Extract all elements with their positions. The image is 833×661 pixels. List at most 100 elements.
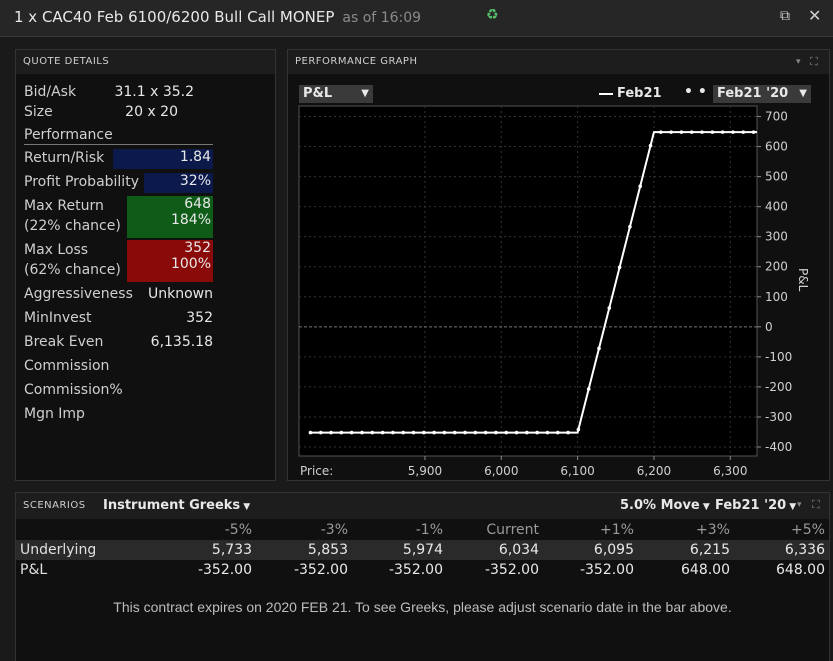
as-of-time: as of 16:09 [342,10,422,26]
series-point [318,430,323,435]
expand-icon[interactable]: ⛶ [810,55,819,68]
y-tick-label: -400 [765,440,792,454]
x-tick-label: 6,000 [484,464,518,478]
window-title: 1 x CAC40 Feb 6100/6200 Bull Call MONEP a… [14,8,421,26]
performance-label: Performance [24,127,213,145]
series-point [628,224,632,229]
max-loss-box: 352 100% [127,240,213,282]
series-point [432,430,436,435]
x-tick-label: 5,900 [408,464,442,478]
table-cell: 6,034 [498,542,539,558]
title-bar: 1 x CAC40 Feb 6100/6200 Bull Call MONEP a… [0,0,833,37]
y-tick-label: 600 [765,140,788,154]
max-return-chance: (22% chance) [24,218,121,234]
series-point [380,430,385,435]
series-point [617,265,622,270]
chevron-down-icon: ▼ [799,88,807,99]
metric-dropdown-label: P&L [303,86,333,101]
aggressiveness-value: Unknown [148,286,213,302]
series-point [308,430,313,435]
table-cell: -352.00 [388,562,443,578]
table-cell: 648.00 [681,562,730,578]
profit-probability-label: Profit Probability [24,174,139,190]
series-point [339,430,344,435]
max-return-box: 648 184% [127,196,213,238]
mininvest-label: MinInvest [24,310,92,326]
size-value: 20 x 20 [125,104,178,120]
scenarios-panel: SCENARIOS Instrument Greeks ▼ 5.0% Move … [15,492,830,661]
scenarios-title: SCENARIOS [23,500,86,511]
series-point [504,430,509,435]
series-point [679,130,684,134]
series-point [411,430,416,435]
scenario-column-header: +1% [600,522,634,538]
bid-ask-label: Bid/Ask [24,84,77,100]
move-dropdown-label: 5.0% Move [620,498,700,513]
x-tick-label: 6,300 [713,464,747,478]
y-tick-label: 700 [765,110,788,124]
table-cell: -352.00 [579,562,634,578]
series-point [586,387,591,391]
scenario-column-header: Current [486,522,539,538]
series-point [689,130,694,134]
series-point [535,430,539,435]
size-label: Size [24,104,53,120]
commission-label: Commission [24,358,110,374]
scenario-date-dropdown[interactable]: Feb21 '20 ▼ [715,498,796,513]
series-point [483,430,488,435]
return-risk-label: Return/Risk [24,150,105,166]
panel-menu-caret-icon[interactable]: ▾ [797,500,802,510]
quote-details-header: QUOTE DETAILS [16,50,275,74]
series-point [422,430,426,435]
series-point [751,130,756,134]
mininvest-value: 352 [186,310,213,326]
series-point [370,430,375,435]
popout-icon[interactable]: ⧉ [780,8,790,24]
metric-dropdown[interactable]: P&L ▼ [299,85,373,103]
y-tick-label: 0 [765,320,773,334]
table-cell: 6,336 [784,542,825,558]
legend-dots-icon: • • [684,84,707,100]
chevron-down-icon: ▼ [786,502,797,512]
series-point [720,130,725,134]
performance-graph-header: PERFORMANCE GRAPH ▾ ⛶ [288,50,829,74]
y-tick-label: 300 [765,230,788,244]
table-row-label: Underlying [20,542,97,558]
y-tick-label: 400 [765,200,788,214]
scenario-column-header: +3% [696,522,730,538]
series-point [731,130,735,134]
legend-line-entry: Feb21 [599,86,662,101]
chevron-down-icon: ▼ [361,88,369,99]
pnl-chart: 700 600 500 400 300 200 100 0 -100 -200 -300 -400 5,… [298,105,810,478]
table-cell: -352.00 [197,562,252,578]
series-point [607,306,612,310]
scenario-column-header: -3% [320,522,348,538]
series-point [391,430,395,435]
x-tick-label: 6,100 [560,464,594,478]
series-point [648,143,653,148]
y-tick-label: -200 [765,380,792,394]
move-dropdown[interactable]: 5.0% Move ▼ [620,498,710,513]
window-title-text: 1 x CAC40 Feb 6100/6200 Bull Call MONEP [14,8,335,26]
table-cell: 5,733 [211,542,252,558]
panel-menu-caret-icon[interactable]: ▾ [796,57,802,67]
y-axis-label: P&L [796,268,810,292]
series-point [710,130,715,134]
refresh-icon[interactable]: ♻ [486,7,499,23]
scenario-column-header: -5% [224,522,252,538]
close-icon[interactable]: ✕ [808,6,822,25]
expiry-note: This contract expires on 2020 FEB 21. To… [113,599,732,615]
break-even-value: 6,135.18 [150,334,213,350]
expand-icon[interactable]: ⛶ [812,498,820,511]
instrument-greeks-dropdown[interactable]: Instrument Greeks ▼ [103,498,250,513]
graph-date-dropdown[interactable]: Feb21 '20 ▼ [713,85,811,103]
table-cell: 6,095 [593,542,634,558]
table-cell: 648.00 [776,562,825,578]
x-axis-label: Price: [300,464,333,478]
series-point [442,430,447,435]
max-loss-label: Max Loss [24,242,89,258]
series-point [700,130,704,134]
plot-area [298,105,758,457]
max-return-percent: 184% [170,212,211,228]
series-point [463,430,467,435]
